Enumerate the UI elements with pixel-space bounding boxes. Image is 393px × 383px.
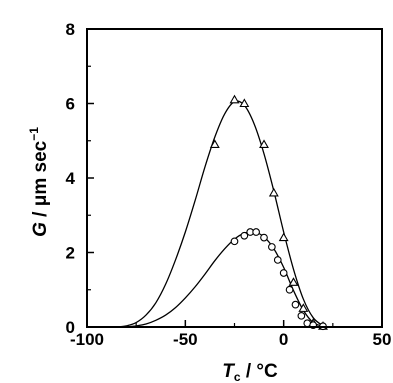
triangle-marker (268, 187, 279, 197)
circle-marker (291, 300, 300, 309)
tick-labels: -100 -50 0 50 0 2 4 6 8 (66, 20, 392, 349)
x-axis-subscript: c (234, 370, 241, 383)
y-axis-label: G / μm sec−1 (27, 127, 51, 237)
y-axis-superscript: −1 (27, 127, 41, 141)
y-tick-label: 0 (66, 318, 75, 337)
circle-marker (240, 231, 249, 240)
axis-ticks (86, 28, 383, 328)
triangle-marker (278, 232, 289, 242)
x-tick-label: -100 (70, 330, 104, 349)
y-tick-label: 2 (66, 244, 75, 263)
triangle-marker (239, 98, 250, 108)
triangle-marker (298, 303, 309, 312)
circle-marker (230, 237, 239, 246)
y-tick-label: 6 (66, 95, 75, 114)
x-tick-label: 0 (279, 330, 288, 349)
circle-marker (285, 285, 294, 294)
y-tick-label: 4 (66, 169, 76, 188)
circle-marker (268, 243, 276, 251)
circle-marker (252, 228, 260, 236)
plot-frame (86, 28, 383, 328)
fit-curve-1 (116, 100, 324, 328)
x-tick-label: 50 (373, 330, 392, 349)
y-tick-label: 8 (66, 20, 75, 39)
x-tick-label: -50 (173, 330, 198, 349)
y-axis-unit: / μm sec (30, 140, 51, 222)
circle-marker (260, 233, 268, 242)
x-axis-unit: / °C (241, 361, 278, 382)
circle-marker (297, 311, 306, 320)
triangle-marker (288, 277, 299, 286)
triangle-marker (209, 139, 220, 149)
circle-marker (279, 269, 288, 277)
x-axis-label: Tc / °C (222, 361, 278, 383)
circle-marker (273, 256, 282, 264)
y-axis-symbol: G (30, 222, 51, 237)
triangle-marker (229, 94, 240, 104)
data-markers (209, 94, 328, 331)
fit-curves (116, 100, 324, 328)
x-axis-symbol: T (222, 361, 235, 382)
triangle-marker (259, 139, 269, 149)
